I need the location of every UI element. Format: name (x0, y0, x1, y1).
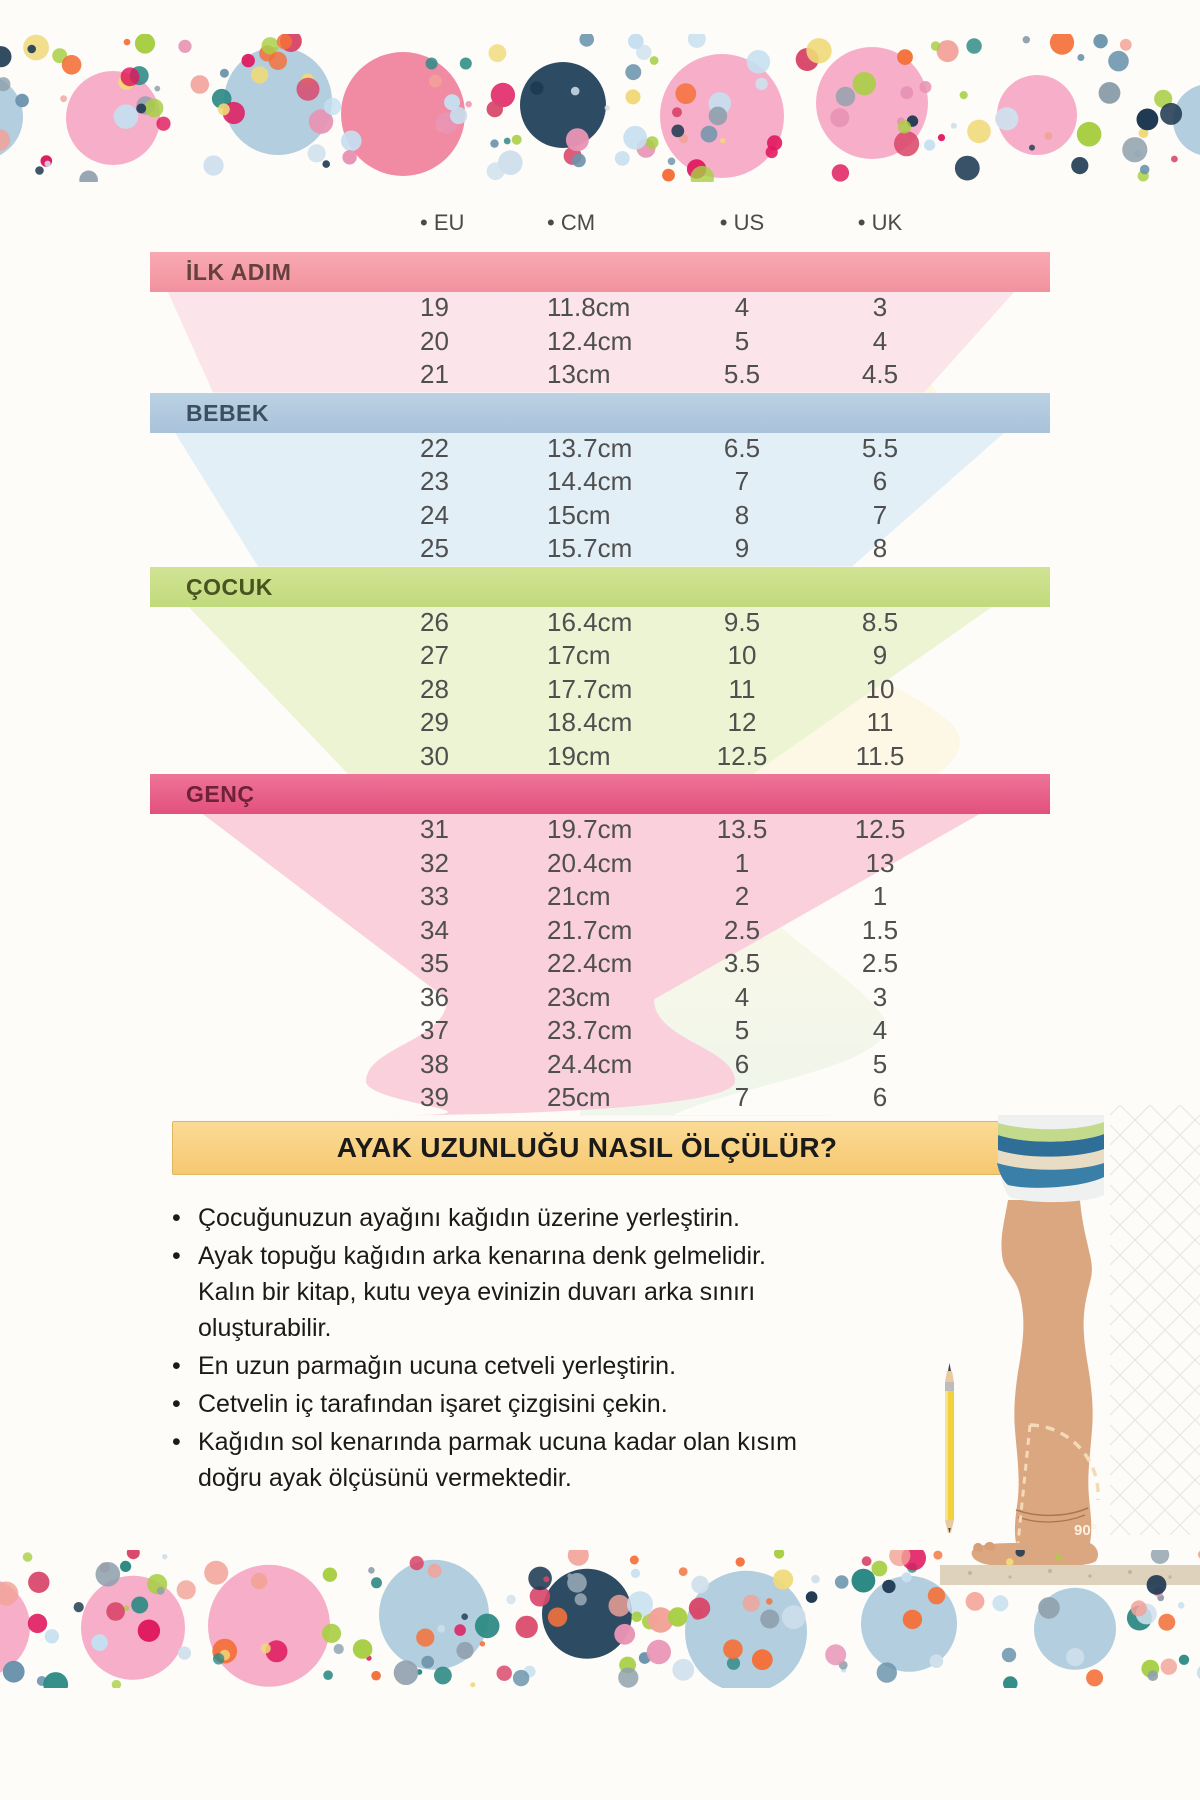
svg-text:90°: 90° (1074, 1522, 1097, 1539)
